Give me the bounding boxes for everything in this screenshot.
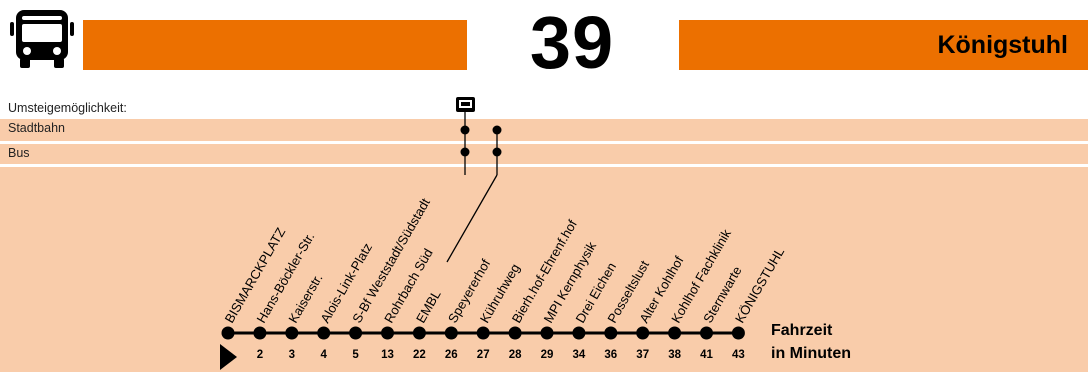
stop-dot bbox=[317, 326, 331, 340]
bus-transfer-dot bbox=[492, 147, 502, 157]
stop-dot bbox=[668, 326, 682, 340]
stop-name: KÖNIGSTUHL bbox=[732, 245, 787, 326]
stop-dot bbox=[572, 326, 586, 340]
stop-name: EMBL bbox=[413, 287, 444, 325]
stop-time: 3 bbox=[289, 349, 295, 361]
stop-time: 41 bbox=[700, 349, 713, 361]
bus-label: Bus bbox=[8, 146, 30, 160]
stadtbahn-band bbox=[0, 119, 1088, 141]
stop-dot bbox=[508, 326, 522, 340]
stadtbahn-label: Stadtbahn bbox=[8, 121, 65, 135]
bus-transfer-dot bbox=[460, 147, 470, 157]
stop-dot bbox=[700, 326, 713, 340]
transfer-connector bbox=[446, 125, 502, 263]
stop-time: 43 bbox=[732, 349, 745, 361]
stop-time: 2 bbox=[257, 349, 263, 361]
stop-time: 22 bbox=[413, 349, 426, 361]
stop-time: 5 bbox=[352, 349, 359, 361]
stop-dot bbox=[731, 326, 745, 340]
stop-dot bbox=[604, 326, 618, 340]
stop-dot bbox=[412, 326, 426, 340]
stop-time: 26 bbox=[445, 349, 458, 361]
stop-dot bbox=[444, 326, 458, 340]
stop-time: 28 bbox=[509, 349, 522, 361]
destination-label: Königstuhl bbox=[937, 31, 1068, 59]
stop-time: 27 bbox=[477, 349, 490, 361]
header-bar-right bbox=[679, 20, 1088, 70]
transfer-connector bbox=[460, 112, 470, 175]
stop-dot bbox=[221, 326, 235, 340]
fahrzeit-line1: Fahrzeit bbox=[771, 322, 833, 339]
stop-time: 29 bbox=[541, 349, 554, 361]
stop-dot bbox=[636, 326, 650, 340]
stop-time: 38 bbox=[668, 349, 681, 361]
stop-dot bbox=[253, 326, 267, 340]
stop-dot bbox=[349, 326, 363, 340]
bus-icon bbox=[10, 10, 74, 68]
start-arrow-icon bbox=[220, 344, 237, 370]
stop-time: 13 bbox=[381, 349, 394, 361]
stop-dot bbox=[285, 326, 299, 340]
fahrzeit-line2: in Minuten bbox=[771, 345, 851, 362]
stop-time: 37 bbox=[636, 349, 649, 361]
stadtbahn-transfer-dot bbox=[492, 125, 502, 135]
stop-time: 4 bbox=[320, 349, 327, 361]
stop-dot bbox=[476, 326, 490, 340]
fahrzeit-caption: Fahrzeit in Minuten bbox=[771, 319, 851, 365]
tram-icon bbox=[456, 97, 475, 112]
stop-time: 36 bbox=[604, 349, 617, 361]
stop-dot bbox=[540, 326, 554, 340]
route-number: 39 bbox=[529, 1, 615, 84]
stop-dot bbox=[381, 326, 394, 340]
header-bar-left bbox=[83, 20, 467, 70]
stop: EMBL 22 bbox=[412, 287, 444, 361]
transfer-heading: Umsteigemöglichkeit: bbox=[8, 101, 127, 115]
stop-time: 34 bbox=[573, 349, 586, 361]
bus-band bbox=[0, 144, 1088, 164]
stadtbahn-transfer-dot bbox=[460, 125, 470, 135]
